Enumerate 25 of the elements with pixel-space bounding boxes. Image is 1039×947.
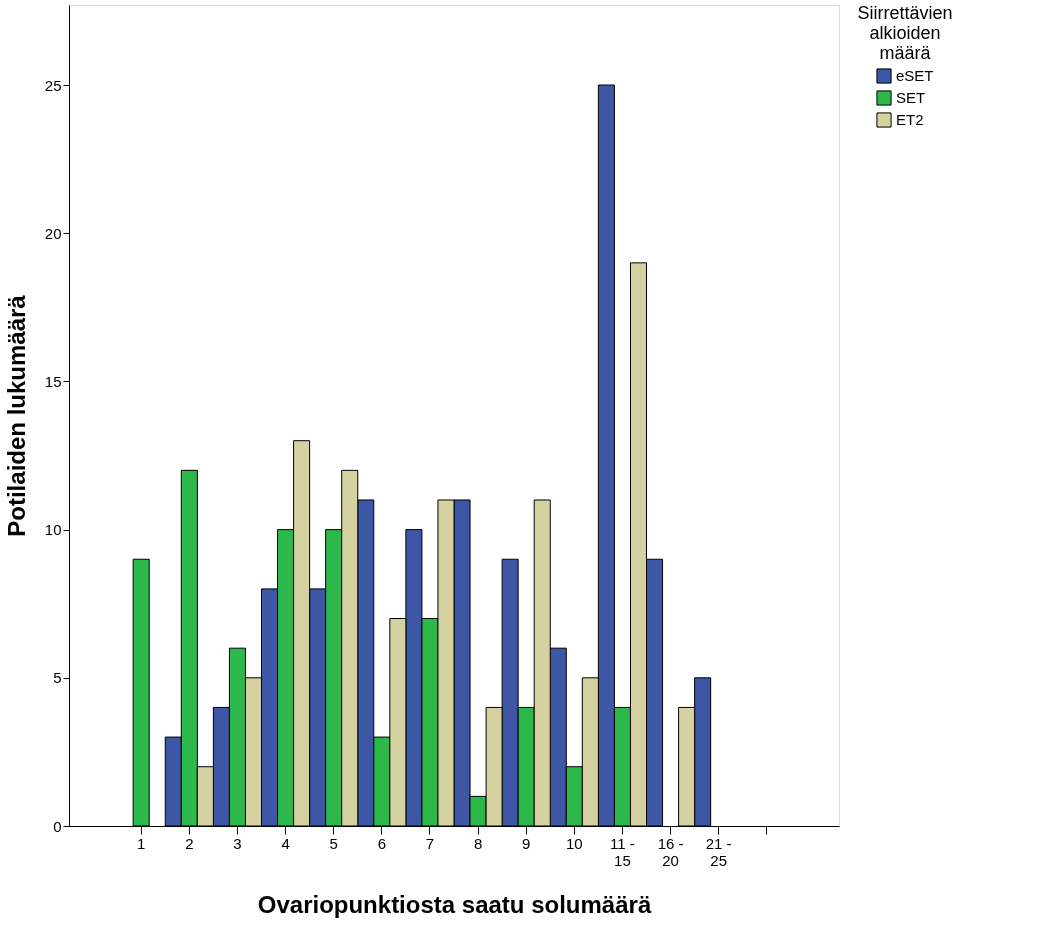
- y-tick-label: 10: [44, 521, 62, 539]
- legend-label: ET2: [896, 111, 924, 128]
- x-tick-label: 10: [565, 834, 583, 852]
- legend-label: eSET: [896, 67, 934, 84]
- y-tick-label: 5: [53, 669, 62, 687]
- y-axis-title: Potilaiden lukumäärä: [2, 294, 30, 537]
- y-tick-label: 0: [53, 817, 62, 835]
- x-tick-label: 7: [425, 834, 435, 852]
- x-tick-label: 11 - 15: [610, 834, 635, 869]
- x-tick-label: 4: [281, 834, 290, 852]
- x-tick-label: 3: [233, 834, 242, 852]
- x-tick-label: 21 - 25: [705, 834, 732, 869]
- x-tick-label: 5: [329, 834, 338, 852]
- x-axis-title: Ovariopunktiosta saatu solumäärä: [257, 890, 652, 918]
- x-tick-label: 1: [137, 834, 146, 852]
- x-tick-label: 16 - 20: [657, 834, 684, 869]
- legend-label: SET: [896, 89, 926, 106]
- x-tick-label: 2: [185, 834, 194, 852]
- legend-title: Siirrettävien alkioiden määrä: [857, 3, 953, 63]
- x-tick-label: 8: [473, 834, 483, 852]
- y-tick-label: 20: [44, 224, 62, 242]
- x-tick-label: 6: [377, 834, 386, 852]
- y-tick-label: 15: [44, 372, 62, 390]
- x-tick-label: 9: [522, 834, 531, 852]
- y-tick-label: 25: [44, 76, 62, 94]
